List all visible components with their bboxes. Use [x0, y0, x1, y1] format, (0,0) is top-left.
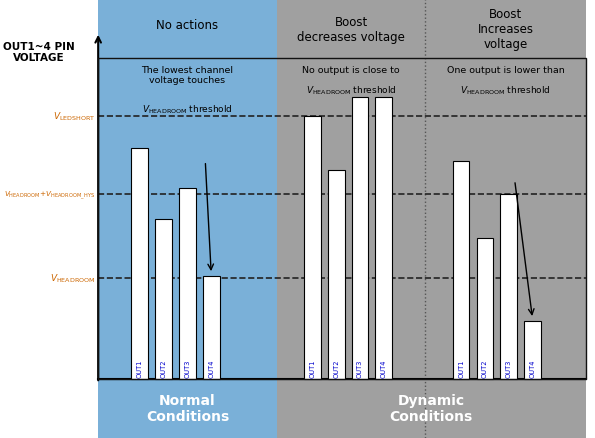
Bar — [179, 189, 196, 379]
Text: No output is close to: No output is close to — [302, 66, 400, 85]
Text: Boost
decreases voltage: Boost decreases voltage — [297, 16, 405, 43]
Text: OUT2: OUT2 — [333, 358, 339, 377]
Bar — [375, 98, 392, 379]
Bar — [277, 0, 586, 438]
Text: One output is lower than: One output is lower than — [447, 66, 565, 85]
Text: OUT1: OUT1 — [458, 358, 464, 377]
Text: $V_{\rm HEADROOM}$+$V_{\rm HEADROOM\_HYS}$: $V_{\rm HEADROOM}$+$V_{\rm HEADROOM\_HYS… — [4, 189, 95, 201]
Text: OUT3: OUT3 — [184, 358, 190, 377]
Text: OUT2: OUT2 — [482, 358, 488, 377]
Bar — [98, 59, 586, 379]
Bar — [328, 171, 345, 379]
Text: $V_{\rm LEDSHORT}$: $V_{\rm LEDSHORT}$ — [53, 110, 95, 123]
Bar — [500, 195, 517, 379]
Bar — [98, 0, 277, 438]
Text: No actions: No actions — [156, 19, 218, 32]
Bar — [155, 219, 172, 379]
Text: The lowest channel
voltage touches: The lowest channel voltage touches — [142, 66, 233, 95]
Bar — [477, 238, 493, 379]
Text: OUT1~4 PIN
VOLTAGE: OUT1~4 PIN VOLTAGE — [3, 42, 75, 63]
Text: OUT3: OUT3 — [506, 358, 512, 377]
Bar — [0, 0, 98, 438]
Text: OUT2: OUT2 — [161, 358, 167, 377]
Text: OUT4: OUT4 — [208, 358, 214, 377]
Bar — [203, 276, 220, 379]
Bar — [131, 148, 148, 379]
Bar — [453, 162, 469, 379]
Text: $V_{\rm HEADROOM}$ threshold: $V_{\rm HEADROOM}$ threshold — [306, 84, 396, 96]
Text: OUT4: OUT4 — [381, 358, 387, 377]
Text: OUT1: OUT1 — [137, 358, 143, 377]
Text: Dynamic
Conditions: Dynamic Conditions — [390, 393, 473, 424]
Bar — [352, 98, 368, 379]
Text: OUT1: OUT1 — [309, 358, 315, 377]
Text: $V_{\rm HEADROOM}$ threshold: $V_{\rm HEADROOM}$ threshold — [461, 84, 551, 96]
Text: Boost
Increases
voltage: Boost Increases voltage — [478, 8, 534, 51]
Text: $V_{\rm HEADROOM}$: $V_{\rm HEADROOM}$ — [50, 272, 95, 284]
Bar — [304, 117, 321, 379]
Bar — [524, 321, 541, 379]
Text: Normal
Conditions: Normal Conditions — [146, 393, 229, 424]
Text: OUT4: OUT4 — [530, 358, 536, 377]
Text: $V_{\rm HEADROOM}$ threshold: $V_{\rm HEADROOM}$ threshold — [142, 103, 233, 115]
Text: OUT3: OUT3 — [357, 358, 363, 377]
